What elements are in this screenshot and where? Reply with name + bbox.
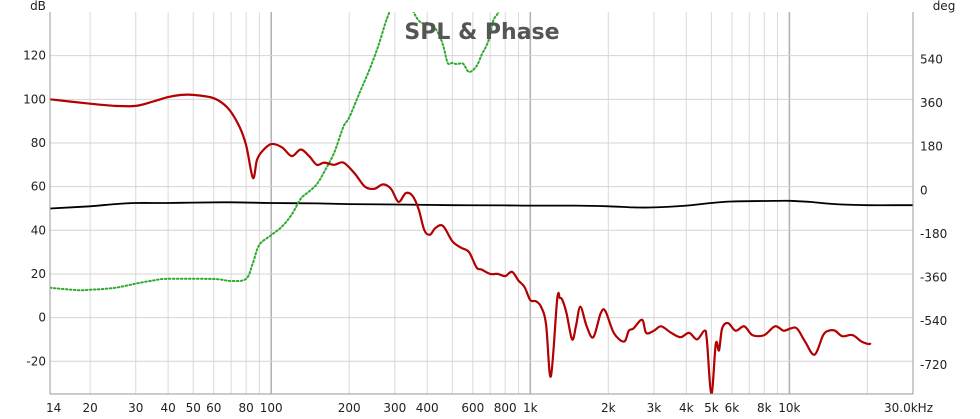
series-layer bbox=[50, 12, 913, 394]
x-tick-label: 30 bbox=[128, 401, 143, 415]
x-tick-label: 300 bbox=[383, 401, 406, 415]
y-right-tick-label: -540 bbox=[920, 314, 947, 328]
y-right-tick-label: 540 bbox=[920, 52, 943, 66]
x-tick-label: 800 bbox=[494, 401, 517, 415]
x-tick-label: 5k bbox=[704, 401, 719, 415]
chart-title: SPL & Phase bbox=[404, 20, 559, 45]
x-tick-label: 8k bbox=[757, 401, 772, 415]
y-left-tick-label: 40 bbox=[31, 223, 46, 237]
y-right-tick-label: -720 bbox=[920, 358, 947, 372]
y-right-tick-label: -360 bbox=[920, 271, 947, 285]
x-tick-label: 80 bbox=[238, 401, 253, 415]
x-tick-label: 200 bbox=[338, 401, 361, 415]
x-tick-label: 30.0kHz bbox=[884, 401, 933, 415]
x-tick-label: 400 bbox=[416, 401, 439, 415]
x-tick-label: 20 bbox=[82, 401, 97, 415]
x-tick-label: 1k bbox=[523, 401, 538, 415]
left-axis-unit: dB bbox=[30, 0, 46, 13]
x-tick-label: 4k bbox=[679, 401, 694, 415]
tick-labels: 120100806040200-205403601800-180-360-540… bbox=[23, 49, 947, 415]
x-tick-label: 100 bbox=[260, 401, 283, 415]
y-right-tick-label: -180 bbox=[920, 227, 947, 241]
y-left-tick-label: 0 bbox=[38, 311, 46, 325]
x-tick-label: 2k bbox=[601, 401, 616, 415]
reference-curve bbox=[50, 199, 913, 210]
y-right-tick-label: 0 bbox=[920, 183, 928, 197]
phase-curve bbox=[50, 12, 500, 292]
y-right-tick-label: 360 bbox=[920, 96, 943, 110]
x-tick-label: 10k bbox=[778, 401, 800, 415]
y-left-tick-label: 20 bbox=[31, 267, 46, 281]
y-left-tick-label: 60 bbox=[31, 180, 46, 194]
x-tick-label: 6k bbox=[725, 401, 740, 415]
y-left-tick-label: 120 bbox=[23, 49, 46, 63]
x-tick-label: 3k bbox=[647, 401, 662, 415]
y-left-tick-label: -20 bbox=[26, 354, 46, 368]
plot-frame bbox=[49, 12, 914, 395]
x-tick-label: 600 bbox=[461, 401, 484, 415]
x-tick-label: 14 bbox=[46, 401, 61, 415]
x-tick-label: 60 bbox=[206, 401, 221, 415]
right-axis-unit: deg bbox=[933, 0, 956, 13]
x-tick-label: 40 bbox=[160, 401, 175, 415]
y-right-tick-label: 180 bbox=[920, 140, 943, 154]
y-left-tick-label: 100 bbox=[23, 92, 46, 106]
grid bbox=[49, 12, 914, 394]
y-left-tick-label: 80 bbox=[31, 136, 46, 150]
x-tick-label: 50 bbox=[186, 401, 201, 415]
spl-curve bbox=[50, 93, 872, 394]
